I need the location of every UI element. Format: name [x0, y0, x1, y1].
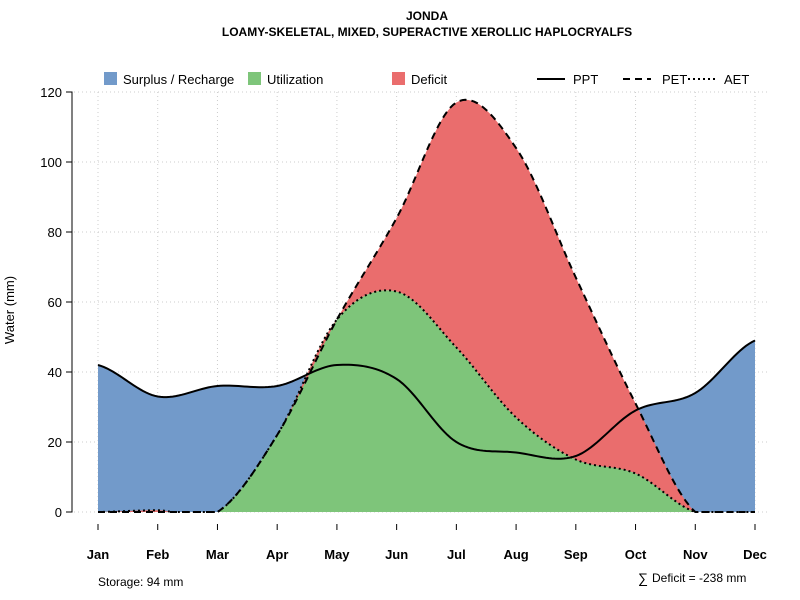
x-tick-label: May	[324, 547, 350, 562]
sigma-symbol: ∑	[638, 570, 648, 586]
series-line-pet	[98, 98, 755, 513]
y-tick-label: 100	[40, 155, 62, 170]
x-tick-label: Jun	[385, 547, 408, 562]
y-tick-label: 20	[48, 435, 62, 450]
legend-swatch-deficit	[392, 72, 405, 85]
x-tick-label: Jul	[447, 547, 466, 562]
legend: Surplus / Recharge Utilization Deficit P…	[104, 72, 749, 87]
legend-swatch-surplus	[104, 72, 117, 85]
legend-label-ppt: PPT	[573, 72, 598, 87]
x-tick-label: Apr	[266, 547, 288, 562]
y-tick-label: 40	[48, 365, 62, 380]
x-tick-label: Dec	[743, 547, 767, 562]
y-tick-label: 0	[55, 505, 62, 520]
x-tick-label: Mar	[206, 547, 229, 562]
series-line-ppt	[97, 339, 756, 460]
y-axis-label: Water (mm)	[2, 276, 17, 344]
chart-subtitle: LOAMY-SKELETAL, MIXED, SUPERACTIVE XEROL…	[222, 25, 632, 39]
legend-label-pet: PET	[662, 72, 687, 87]
series-lines	[97, 98, 756, 513]
deficit-area	[98, 99, 755, 513]
y-axis-line	[66, 91, 73, 513]
legend-label-surplus: Surplus / Recharge	[123, 72, 234, 87]
x-tick-label: Aug	[503, 547, 528, 562]
utilization-area	[98, 290, 755, 512]
y-tick-label: 120	[40, 85, 62, 100]
x-tick-label: Jan	[87, 547, 109, 562]
legend-label-deficit: Deficit	[411, 72, 448, 87]
legend-swatch-utilization	[248, 72, 261, 85]
storage-annotation: Storage: 94 mm	[98, 575, 183, 589]
deficit-annotation: Deficit = -238 mm	[652, 571, 746, 585]
legend-label-utilization: Utilization	[267, 72, 323, 87]
legend-label-aet: AET	[724, 72, 749, 87]
x-tick-label: Oct	[625, 547, 647, 562]
series-line-aet	[97, 289, 755, 513]
x-tick-label: Nov	[683, 547, 708, 562]
areas	[98, 99, 755, 513]
y-tick-label: 80	[48, 225, 62, 240]
x-tick-label: Feb	[146, 547, 169, 562]
x-tick-label: Sep	[564, 547, 588, 562]
y-tick-label: 60	[48, 295, 62, 310]
chart-title: JONDA	[406, 9, 448, 23]
axes: 0 20 40 60 80 100 120 Jan Feb Mar Apr May Jun Jul Aug S…	[40, 85, 767, 562]
